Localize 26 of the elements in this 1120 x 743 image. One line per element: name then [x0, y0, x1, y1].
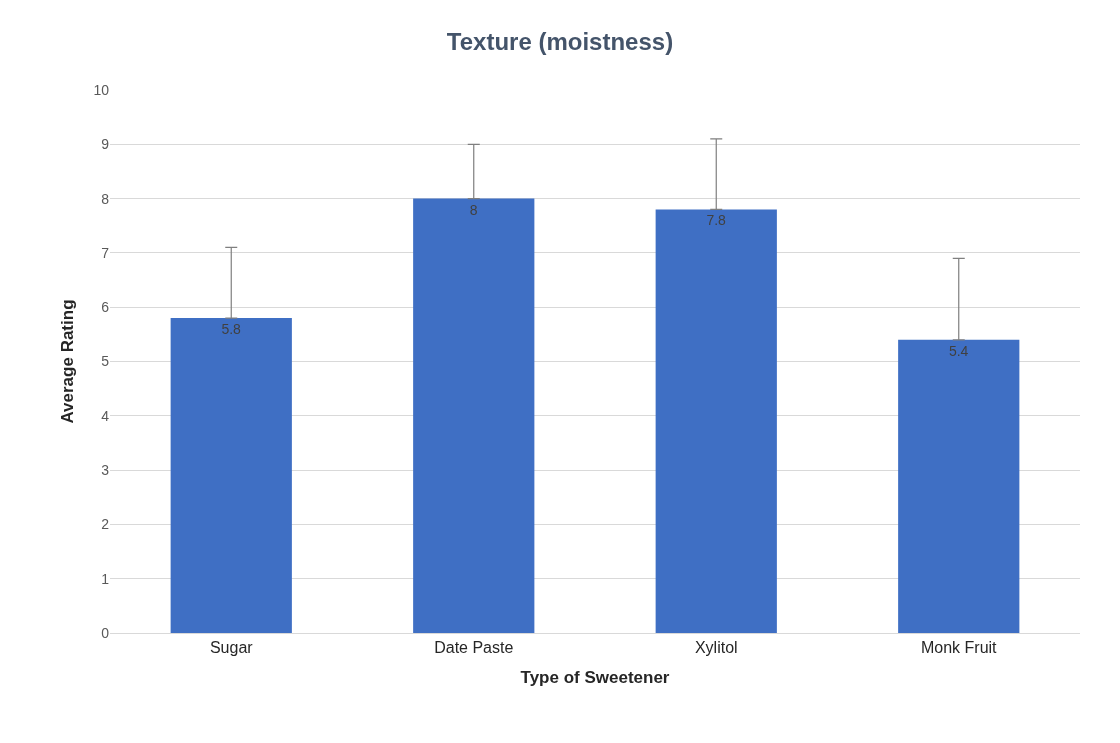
x-tick-label: Monk Fruit	[920, 639, 998, 657]
x-tick-label: Sugar	[209, 639, 254, 657]
y-axis-title: Average Rating	[57, 299, 77, 424]
y-tick-label: 4	[101, 407, 110, 424]
x-axis-title: Type of Sweetener	[520, 667, 670, 687]
y-tick-label: 2	[101, 516, 110, 533]
data-label: 7.8	[706, 212, 727, 229]
y-tick-label: 10	[93, 81, 110, 98]
data-label: 5.8	[221, 321, 242, 338]
y-tick-label: 6	[101, 299, 110, 316]
chart-title: Texture (moistness)	[446, 28, 674, 56]
y-tick-label: 5	[101, 353, 110, 370]
y-tick-label: 1	[101, 570, 110, 587]
bar	[655, 209, 777, 633]
bar	[898, 339, 1020, 633]
y-tick-label: 7	[101, 244, 110, 261]
y-tick-label: 0	[101, 624, 110, 641]
x-tick-label: Xylitol	[694, 639, 738, 657]
bar	[170, 318, 292, 633]
bar	[413, 198, 535, 633]
data-label: 5.4	[948, 342, 969, 359]
y-tick-label: 9	[101, 136, 110, 153]
y-tick-label: 3	[101, 462, 110, 478]
data-label: 8	[469, 201, 478, 218]
x-tick-label: Date Paste	[434, 639, 514, 657]
y-tick-label: 8	[101, 190, 110, 207]
